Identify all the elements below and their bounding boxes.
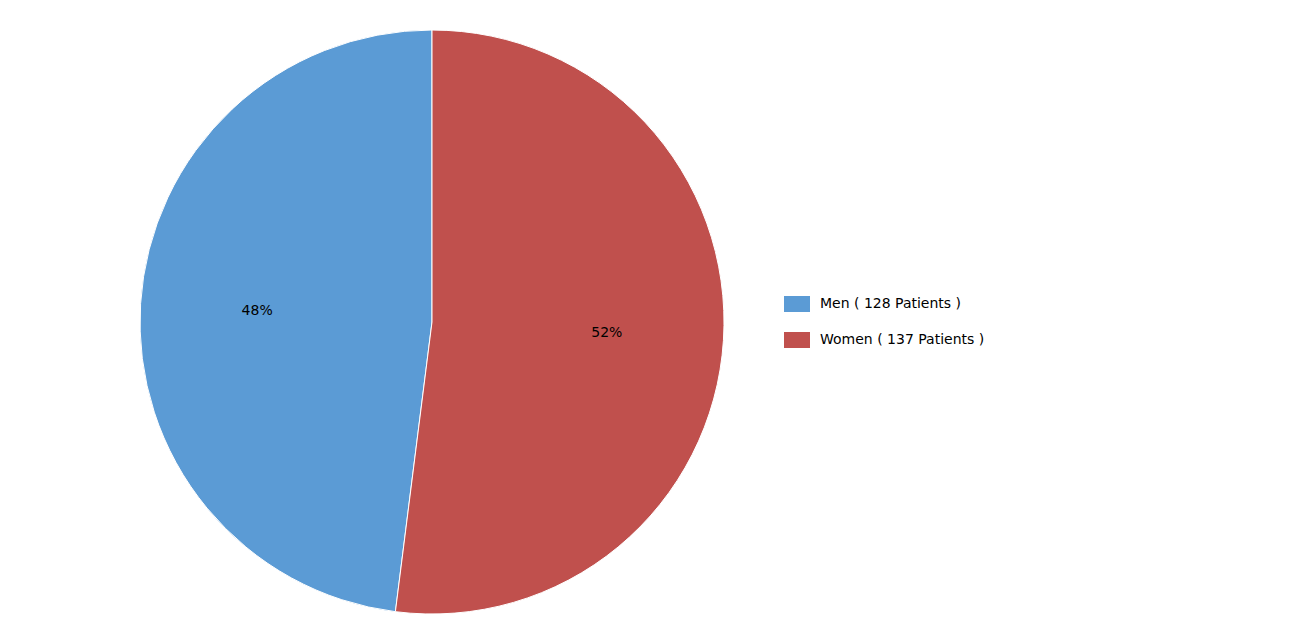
legend-label: Women ( 137 Patients ) [820, 331, 984, 347]
data-label: 52% [591, 324, 622, 340]
legend: Men ( 128 Patients ) Women ( 137 Patients… [784, 295, 984, 348]
legend-label: Men ( 128 Patients ) [820, 295, 961, 311]
legend-item: Men ( 128 Patients ) [784, 295, 961, 312]
chart: 48% 52% Men ( 128 Patients ) Women ( 137 Pa… [0, 0, 1315, 644]
legend-item: Women ( 137 Patients ) [784, 331, 984, 348]
pie-slice [395, 30, 724, 614]
data-labels: 48% 52% [242, 302, 623, 340]
pie [140, 30, 724, 614]
data-label: 48% [242, 302, 273, 318]
pie-slice [140, 30, 432, 612]
legend-swatch [784, 296, 810, 312]
legend-swatch [784, 332, 810, 348]
